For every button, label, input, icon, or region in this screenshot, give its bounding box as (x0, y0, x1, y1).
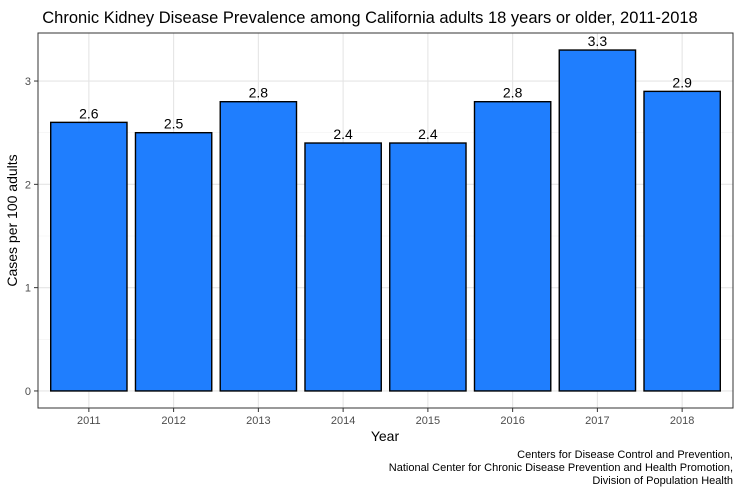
caption-line-2: National Center for Chronic Disease Prev… (389, 462, 733, 474)
data-label-2016: 2.8 (503, 85, 523, 101)
bar-2018 (643, 90, 721, 392)
y-axis: 0 1 2 3 (25, 76, 38, 398)
x-tick-label: 2012 (161, 415, 185, 427)
bar-2015 (389, 142, 467, 392)
caption-line-3: Division of Population Health (592, 475, 733, 487)
y-tick-label: 3 (25, 76, 31, 88)
data-label-2013: 2.8 (249, 85, 269, 101)
x-tick-label: 2013 (246, 415, 270, 427)
bar-2012 (134, 131, 213, 392)
y-tick-label: 1 (25, 283, 31, 295)
bar-2011 (50, 121, 128, 392)
x-tick-label: 2017 (585, 415, 609, 427)
x-tick-label: 2014 (331, 415, 355, 427)
caption-line-1: Centers for Disease Control and Preventi… (517, 449, 733, 461)
data-label-2012: 2.5 (164, 116, 184, 132)
bars (50, 49, 721, 392)
x-tick-label: 2018 (670, 415, 694, 427)
x-axis-title: Year (371, 428, 400, 444)
data-label-2014: 2.4 (333, 126, 353, 142)
x-axis: 2011 2012 2013 2014 2015 2016 2017 2018 (77, 408, 694, 427)
x-tick-label: 2011 (77, 415, 101, 427)
panel-border (37, 32, 734, 409)
data-label-2017: 3.3 (588, 33, 608, 49)
data-label-2011: 2.6 (79, 105, 99, 121)
x-tick-label: 2016 (500, 415, 524, 427)
bar-2017 (558, 49, 637, 392)
bar-2014 (304, 142, 382, 392)
x-tick-label: 2015 (416, 415, 440, 427)
bar-2013 (219, 100, 298, 392)
chart-title: Chronic Kidney Disease Prevalence among … (42, 9, 698, 27)
y-axis-title: Cases per 100 adults (4, 154, 20, 286)
data-label-2018: 2.9 (672, 74, 692, 90)
bar-2016 (473, 100, 552, 392)
data-labels: 2.6 2.5 2.8 2.4 2.4 2.8 3.3 2.9 (79, 33, 692, 142)
y-tick-label: 2 (25, 179, 31, 191)
data-label-2015: 2.4 (418, 126, 438, 142)
y-tick-label: 0 (25, 386, 31, 398)
